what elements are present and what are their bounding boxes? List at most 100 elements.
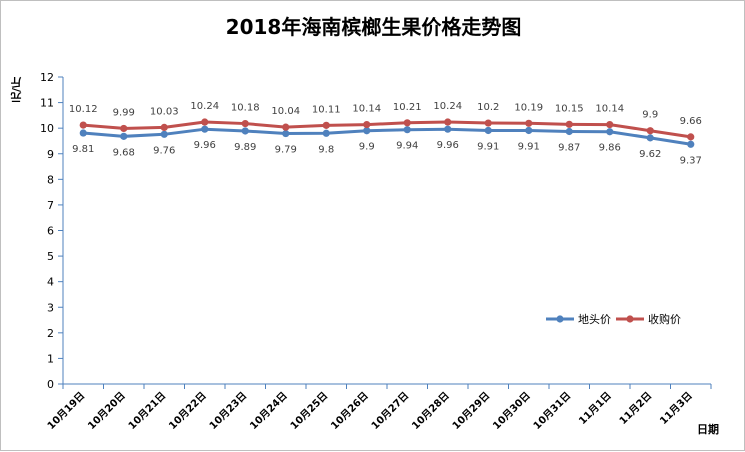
data-label: 10.14 (352, 104, 381, 115)
y-tick-label: 10 (40, 122, 54, 135)
y-tick-label: 12 (40, 71, 54, 84)
y-tick-label: 6 (47, 225, 54, 238)
x-tick-label: 10月28日 (410, 390, 452, 432)
data-label: 9.86 (599, 143, 621, 154)
data-point (484, 126, 492, 135)
data-label: 10.2 (477, 102, 499, 113)
y-tick-label: 5 (47, 250, 54, 263)
x-axis-label: 日期 (697, 423, 719, 436)
data-label: 9.91 (518, 141, 540, 152)
data-point (525, 119, 533, 127)
data-point (282, 129, 290, 138)
data-label: 10.15 (555, 103, 584, 114)
data-label: 9.79 (275, 145, 297, 156)
data-point (646, 134, 654, 142)
data-label: 9.9 (642, 110, 658, 121)
data-label: 9.62 (639, 149, 661, 160)
data-label: 10.18 (231, 103, 260, 114)
data-label: 9.66 (680, 116, 702, 127)
x-tick-label: 11月3日 (657, 390, 694, 427)
data-label: 10.14 (595, 104, 624, 115)
data-label: 10.11 (312, 104, 341, 115)
x-tick-label: 10月23日 (207, 390, 249, 432)
data-label: 9.96 (194, 140, 216, 151)
data-label: 9.9 (359, 142, 375, 153)
data-point (79, 129, 87, 137)
y-tick-label: 4 (47, 276, 54, 289)
series-purchase-price: 10.12 9.99 10.03 10.24 10.18 10.04 10.11 10.14 1… (69, 101, 702, 141)
y-tick-label: 3 (47, 301, 54, 314)
y-tick-label: 1 (47, 352, 54, 365)
y-tick-label: 11 (40, 97, 54, 110)
series-line (81, 127, 693, 146)
data-label: 10.24 (433, 101, 462, 112)
data-point (201, 118, 209, 126)
y-tick-label: 7 (47, 199, 54, 212)
x-tick-label: 10月22日 (167, 390, 209, 432)
x-tick-label: 11月1日 (576, 390, 613, 427)
data-label: 9.8 (318, 144, 334, 155)
data-point (565, 120, 573, 128)
legend: 地头价 收购价 (546, 312, 681, 326)
data-point (403, 119, 411, 127)
data-point (160, 123, 168, 131)
legend-marker (556, 315, 564, 323)
data-label: 9.89 (234, 142, 256, 153)
data-point (646, 127, 654, 135)
data-point (79, 121, 87, 129)
data-label: 10.19 (514, 102, 543, 113)
y-tick-label: 8 (47, 173, 54, 186)
y-tick-label: 0 (47, 378, 54, 391)
data-point (120, 124, 128, 133)
data-point (606, 128, 614, 136)
data-label: 10.21 (393, 102, 422, 113)
data-point (322, 121, 330, 129)
data-point (282, 123, 290, 131)
data-point (363, 120, 371, 129)
chart-title: 2018年海南槟榔生果价格走势图 (225, 15, 522, 39)
data-label: 10.04 (271, 106, 300, 117)
data-point (687, 140, 695, 148)
legend-marker (626, 315, 634, 323)
data-label: 10.12 (69, 104, 98, 115)
data-point (322, 129, 330, 137)
series-line (81, 120, 693, 139)
x-tick-label: 10月19日 (45, 390, 87, 432)
data-label: 10.24 (190, 101, 219, 112)
x-tick-label: 10月30日 (491, 390, 533, 432)
data-label: 9.96 (437, 140, 459, 151)
data-point (120, 132, 128, 140)
legend-label: 收购价 (648, 312, 681, 326)
x-tick-label: 10月26日 (329, 390, 371, 432)
data-label: 9.94 (396, 141, 418, 152)
data-point (484, 119, 492, 127)
data-point (201, 125, 209, 133)
y-tick-label: 2 (47, 327, 54, 340)
data-point (403, 126, 411, 134)
x-tick-label: 11月2日 (617, 390, 654, 427)
data-label: 9.91 (477, 141, 499, 152)
data-point (565, 127, 573, 136)
data-point (444, 125, 452, 133)
data-label: 9.81 (72, 144, 94, 155)
x-tick-label: 10月27日 (369, 390, 411, 432)
data-point (606, 120, 614, 129)
series-ground-price: 9.81 9.68 9.76 9.96 9.89 9.79 9.8 9.9 9.94 9.96 9.… (72, 125, 702, 166)
data-point (241, 127, 249, 135)
x-tick-label: 10月25日 (288, 390, 330, 432)
data-label: 9.99 (113, 107, 135, 118)
data-point (444, 118, 452, 126)
data-label: 9.68 (113, 147, 135, 158)
data-point (160, 130, 168, 138)
x-tick-label: 10月31日 (531, 390, 573, 432)
x-tick-label: 10月24日 (248, 390, 290, 432)
data-label: 9.37 (680, 155, 702, 166)
data-label: 9.76 (153, 145, 175, 156)
x-tick-label: 10月20日 (86, 390, 128, 432)
data-point (687, 133, 695, 141)
data-point (525, 126, 533, 135)
x-tick-label: 10月29日 (450, 390, 492, 432)
data-label: 10.03 (150, 106, 179, 117)
